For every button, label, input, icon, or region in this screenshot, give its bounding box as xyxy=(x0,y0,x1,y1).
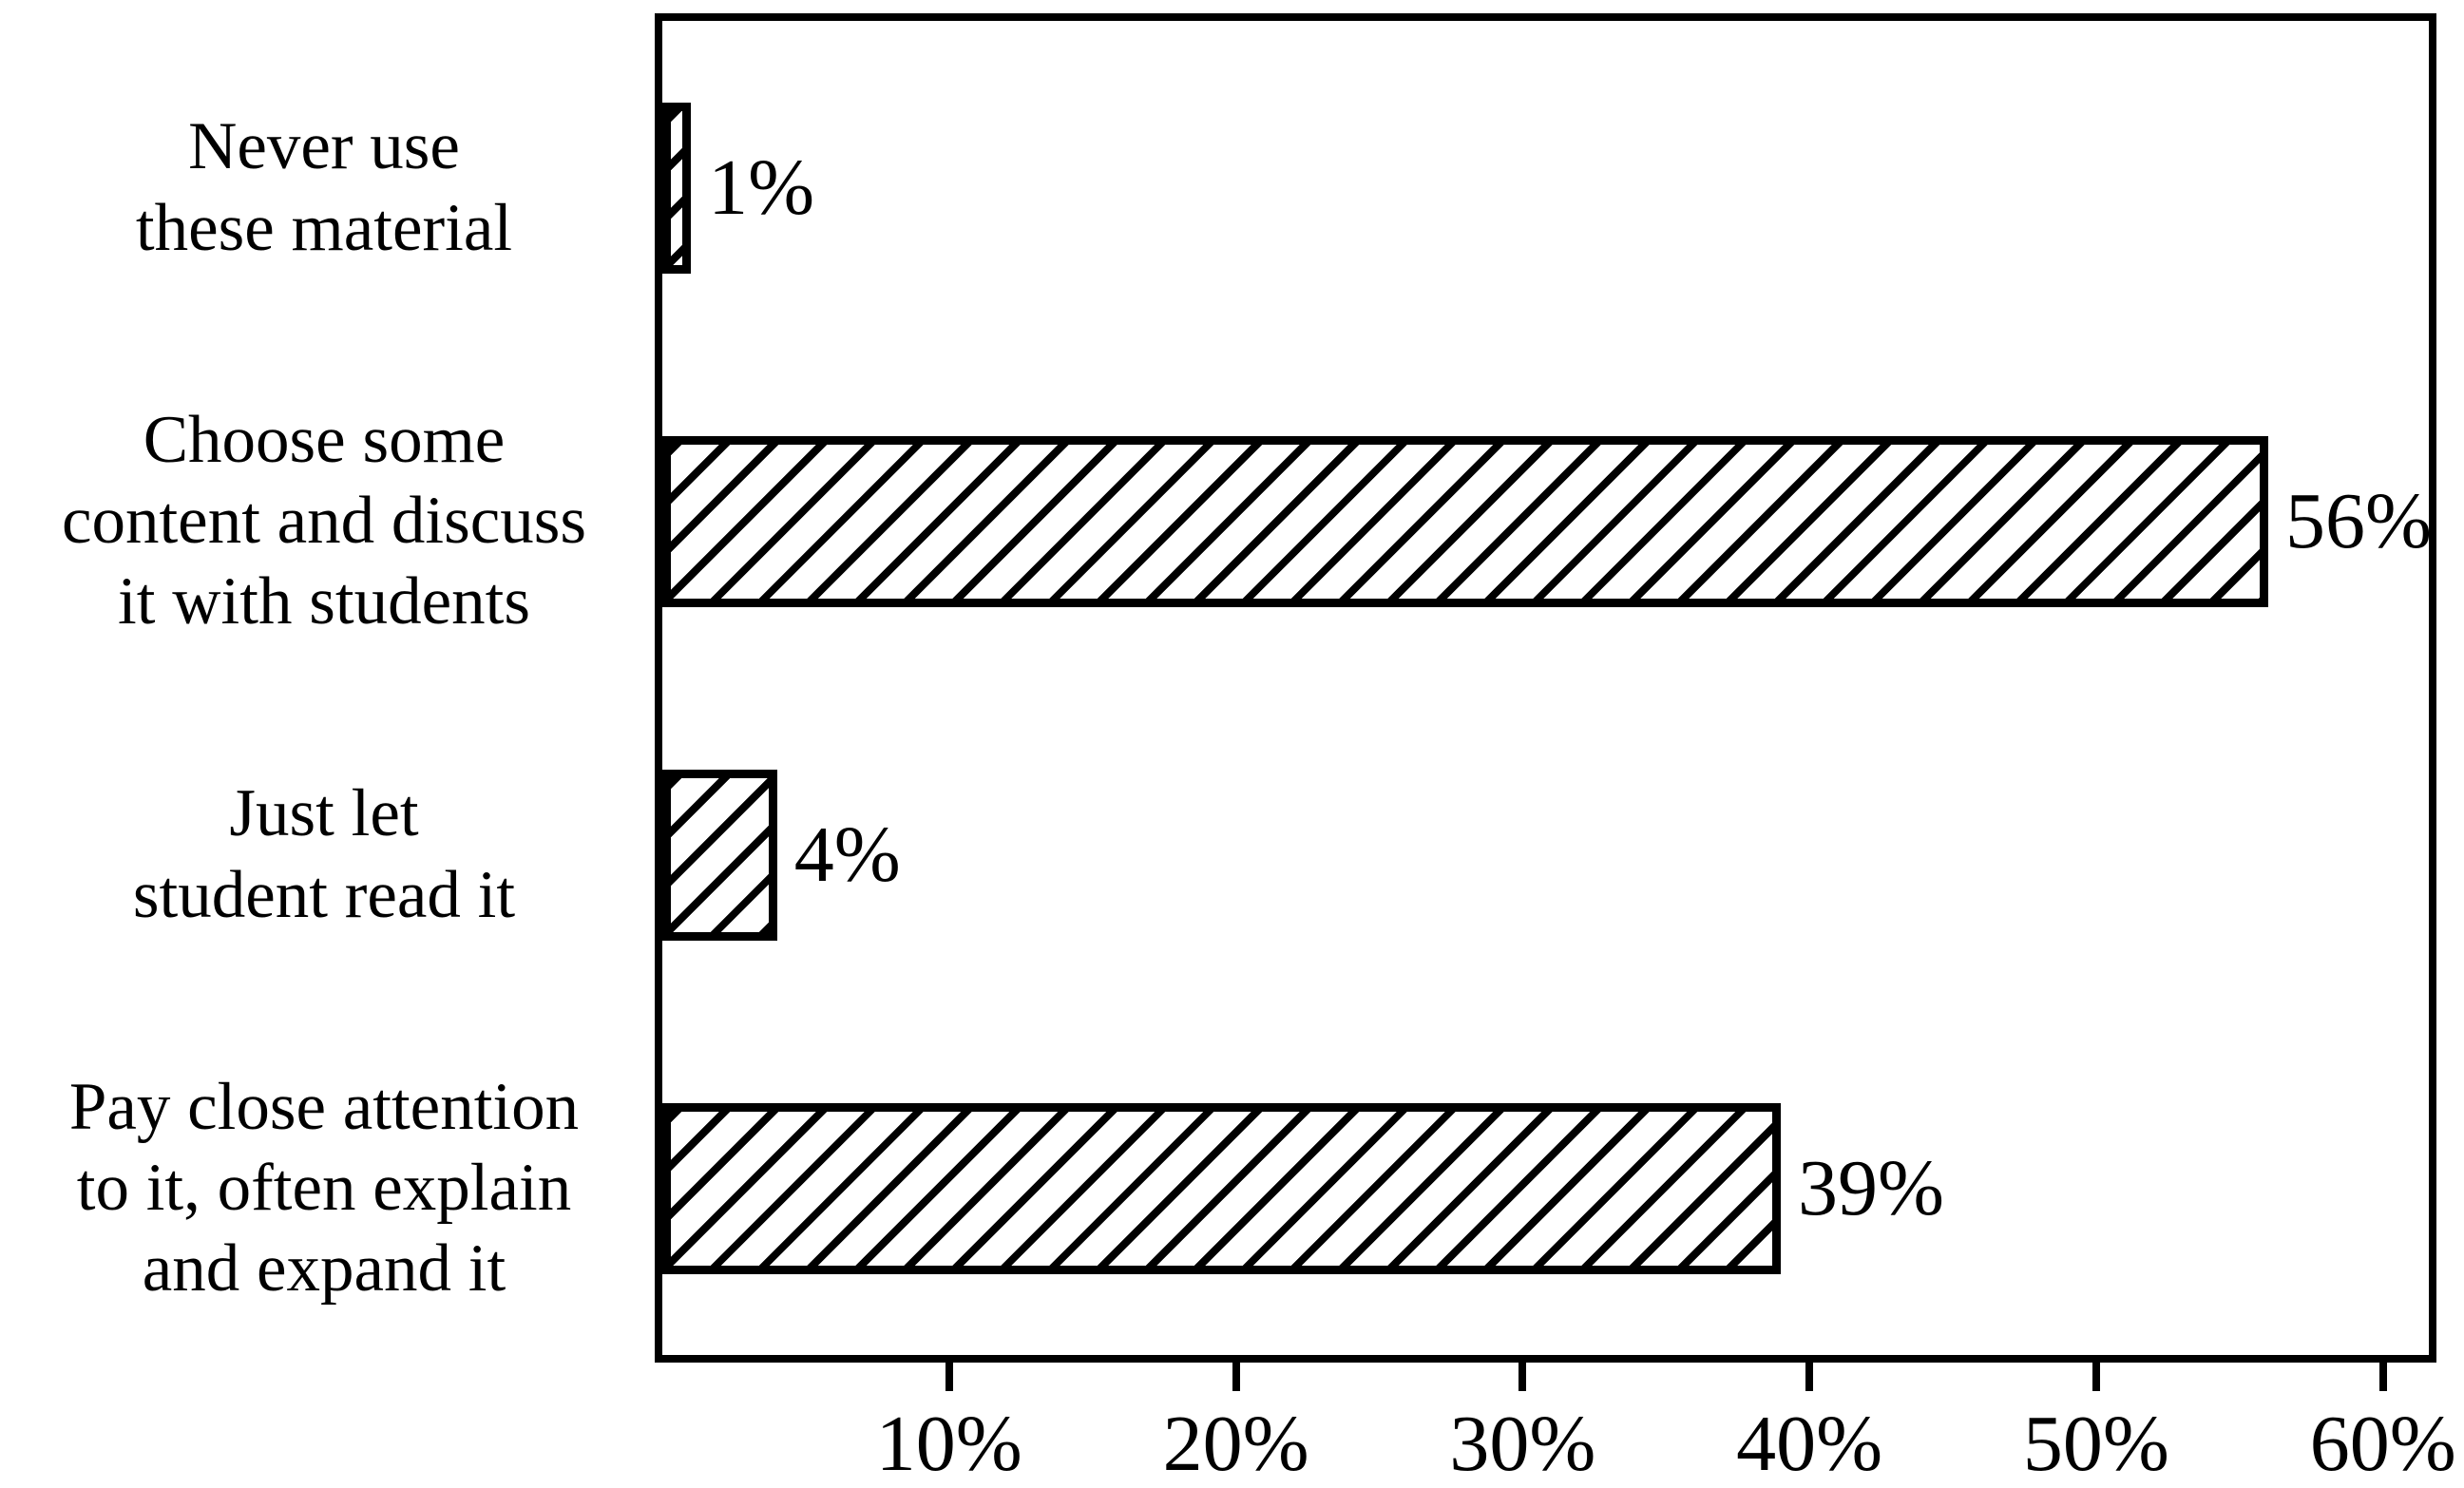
x-axis-tick-60 xyxy=(2378,1363,2387,1391)
bar-0 xyxy=(662,102,692,274)
x-axis-tick-label-40: 40% xyxy=(1736,1400,1883,1488)
y-axis-labels: Never use these material Choose some cont… xyxy=(0,21,648,1355)
x-axis-tick-30 xyxy=(1519,1363,1527,1391)
bar-2 xyxy=(662,769,777,941)
x-axis-tick-40 xyxy=(1805,1363,1814,1391)
chart-band-0: 1% xyxy=(662,21,2429,354)
bar-value-label: 4% xyxy=(793,810,901,899)
x-axis: 10% 20% 30% 40% 50% 60% xyxy=(662,1363,2456,1488)
x-axis-tick-10 xyxy=(945,1363,953,1391)
bar-value-label: 56% xyxy=(2285,476,2432,565)
x-axis-tick-50 xyxy=(2092,1363,2100,1391)
bar-3 xyxy=(662,1102,1781,1274)
x-axis-tick-label-60: 60% xyxy=(2309,1400,2456,1488)
y-axis-label-0: Never use these material xyxy=(135,109,513,265)
bar-1 xyxy=(662,435,2268,607)
plot-area: 1% 56% 4% 39% xyxy=(655,13,2436,1363)
x-axis-tick-20 xyxy=(1232,1363,1240,1391)
x-axis-tick-label-50: 50% xyxy=(2022,1400,2169,1488)
chart-band-3: 39% xyxy=(662,1021,2429,1355)
y-axis-label-2: Just let student read it xyxy=(132,776,516,932)
bar-value-label: 1% xyxy=(708,143,815,232)
y-axis-label-1: Choose some content and discuss it with … xyxy=(61,402,587,639)
chart-band-2: 4% xyxy=(662,688,2429,1021)
bars-container: 1% 56% 4% 39% xyxy=(662,21,2432,1355)
x-axis-tick-label-10: 10% xyxy=(875,1400,1022,1488)
x-axis-tick-label-30: 30% xyxy=(1449,1400,1596,1488)
bar-value-label: 39% xyxy=(1797,1143,1944,1232)
y-axis-label-3: Pay close attention to it, often explain… xyxy=(68,1069,580,1307)
x-axis-tick-label-20: 20% xyxy=(1162,1400,1309,1488)
chart-band-1: 56% xyxy=(662,354,2432,688)
